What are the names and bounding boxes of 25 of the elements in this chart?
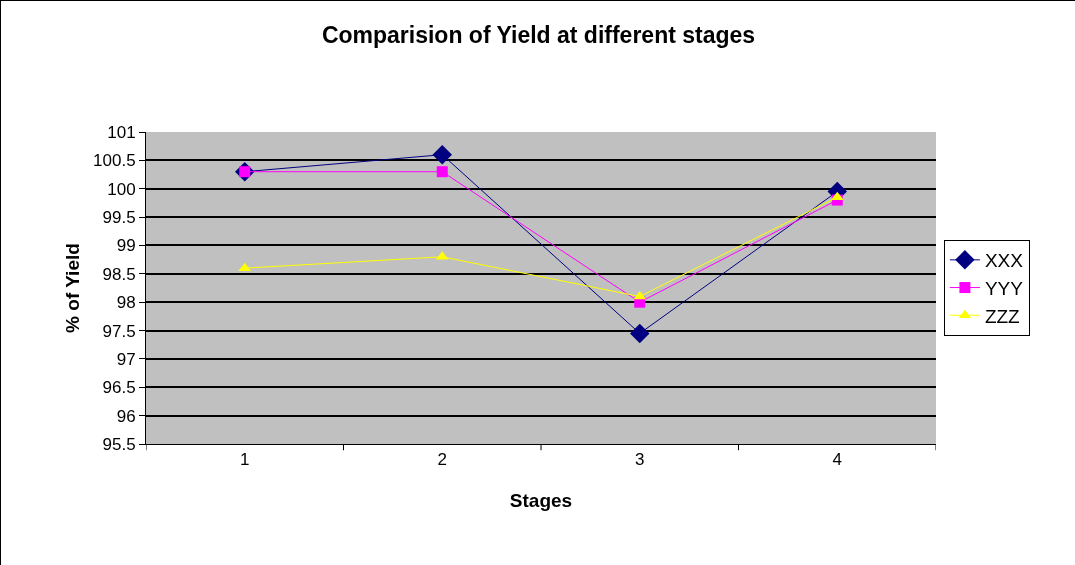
x-tick-label: 4: [832, 450, 842, 470]
y-tick-label: 99.5: [102, 208, 136, 228]
y-tick-label: 100: [107, 179, 136, 199]
point: [432, 144, 452, 165]
chart-title: Comparision of Yield at different stages: [321, 21, 756, 48]
point: [630, 323, 650, 344]
y-tick-label: 95.5: [102, 434, 136, 454]
x-axis-title: Stages: [509, 490, 573, 512]
y-tick-label: 101: [107, 122, 136, 142]
x-tick-label: 2: [437, 450, 447, 470]
x-tick-label: 1: [240, 450, 250, 470]
y-tick-label: 96: [116, 406, 136, 426]
y-tick-label: 96.5: [102, 378, 136, 398]
y-tick-label: 98.5: [102, 264, 136, 284]
x-tick-label: 3: [635, 450, 645, 470]
y-tick-label: 97: [116, 349, 136, 369]
y-tick-label: 98: [116, 293, 136, 313]
y-tick-label: 97.5: [102, 321, 136, 341]
legend-label: YYY: [984, 277, 1024, 299]
y-axis-title: % of Yield: [61, 243, 83, 333]
y-tick-label: 99: [116, 236, 136, 256]
legend-label: ZZZ: [984, 305, 1021, 327]
legend-label: XXX: [984, 250, 1024, 272]
point: [436, 166, 448, 178]
y-tick-label: 100.5: [93, 151, 136, 171]
